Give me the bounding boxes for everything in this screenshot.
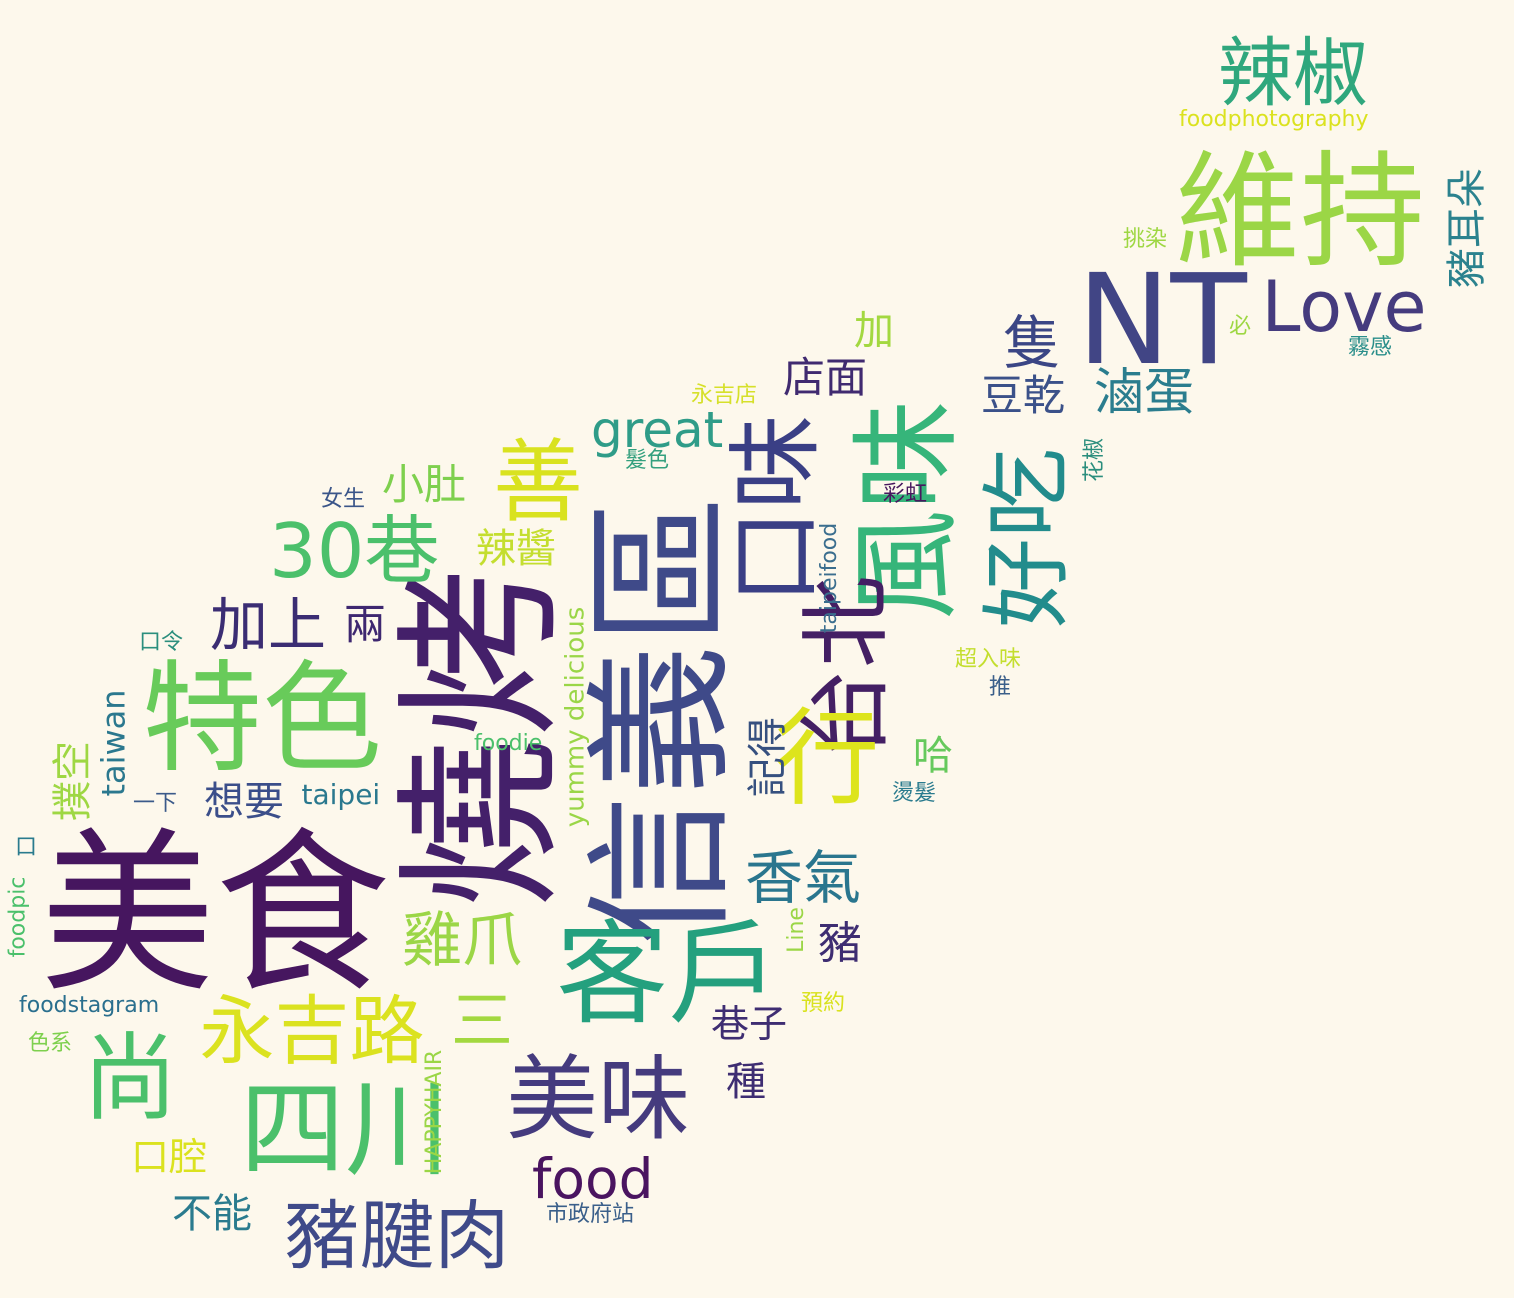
word-53: 髮色	[625, 448, 670, 473]
word-41: 哈	[913, 733, 953, 779]
word-27: 隻	[1003, 309, 1062, 377]
word-happyhair-70: HAPPYHAIR	[422, 1049, 448, 1175]
word-52: 永吉店	[691, 383, 758, 408]
word-13: 美味	[506, 1046, 691, 1153]
word-60: 推	[989, 675, 1012, 700]
word-taipei-39: taipei	[301, 778, 381, 811]
word-68: 預約	[801, 991, 846, 1016]
word-37: 撲空	[50, 741, 96, 821]
word-42: 豬	[818, 918, 862, 969]
word-55: 女生	[321, 487, 366, 512]
word-71: 市政府站	[546, 1202, 635, 1227]
word-line-66: Line	[783, 907, 809, 953]
word-25: 三	[451, 984, 514, 1057]
word-0: 美食	[40, 813, 390, 1017]
word-56: 彩虹	[883, 482, 928, 507]
word-7: 四川	[240, 1068, 451, 1191]
word-15: 尚	[82, 1023, 178, 1134]
word-62: 一下	[133, 791, 178, 816]
word-51: 霧感	[1348, 335, 1393, 360]
word-38: 想要	[204, 779, 284, 825]
word-foodpic-65: foodpic	[4, 876, 30, 958]
word-12: 好吃	[975, 448, 1080, 628]
word-32: 小肚	[382, 460, 467, 509]
word-nt-5: NT	[1077, 247, 1247, 393]
word-46: 不能	[172, 1191, 252, 1237]
word-64: 口	[15, 835, 38, 860]
word-69: 色系	[28, 1031, 73, 1056]
word-45: 口腔	[131, 1135, 208, 1179]
word-14: 行	[774, 697, 880, 820]
word-18: 豬腱肉	[284, 1191, 510, 1280]
word-4: 維持	[1175, 139, 1425, 285]
word-40: 記得	[745, 717, 791, 797]
word-great-30: great	[591, 401, 724, 459]
word-58: 口令	[139, 630, 184, 655]
word-26: 豬耳朵	[1444, 168, 1490, 288]
word-63: 燙髮	[892, 781, 937, 806]
word-food-21: food	[532, 1146, 654, 1211]
word-29: 豆乾	[981, 371, 1066, 420]
word-foodie-61: foodie	[474, 731, 543, 756]
word-44: 種	[726, 1059, 766, 1105]
word-19: 永吉路	[199, 986, 425, 1075]
word-foodstagram-67: foodstagram	[19, 993, 160, 1018]
word-43: 巷子	[711, 1002, 788, 1046]
word-33: 辣醬	[476, 526, 556, 572]
word-3: 客戶	[556, 910, 780, 1040]
word-2: 信義區	[575, 494, 750, 946]
word-59: 超入味	[955, 647, 1022, 672]
word-11: 善	[493, 430, 583, 535]
word-16: 辣椒	[1218, 28, 1369, 117]
word-22: 加上	[210, 591, 327, 659]
word-23: 香氣	[745, 844, 862, 912]
word-50: 必	[1229, 314, 1252, 339]
word-taipeifood-57: taipeifood	[817, 522, 843, 634]
word-love-17: Love	[1261, 266, 1427, 348]
word-49: 挑染	[1123, 227, 1168, 252]
word-taiwan-35: taiwan	[94, 689, 133, 797]
word-6: 特色	[142, 650, 382, 789]
word-54: 花椒	[1082, 437, 1108, 483]
word-24: 雞爪	[402, 906, 522, 976]
word-yummy-delicious-36: yummy delicious	[559, 606, 590, 828]
word-34: 兩	[344, 600, 387, 649]
word-31: 店面	[783, 353, 868, 402]
word-foodphotography-48: foodphotography	[1179, 107, 1369, 132]
word-30-20: 30巷	[269, 506, 440, 595]
word-28: 滷蛋	[1094, 363, 1194, 421]
word-47: 加	[854, 308, 894, 354]
